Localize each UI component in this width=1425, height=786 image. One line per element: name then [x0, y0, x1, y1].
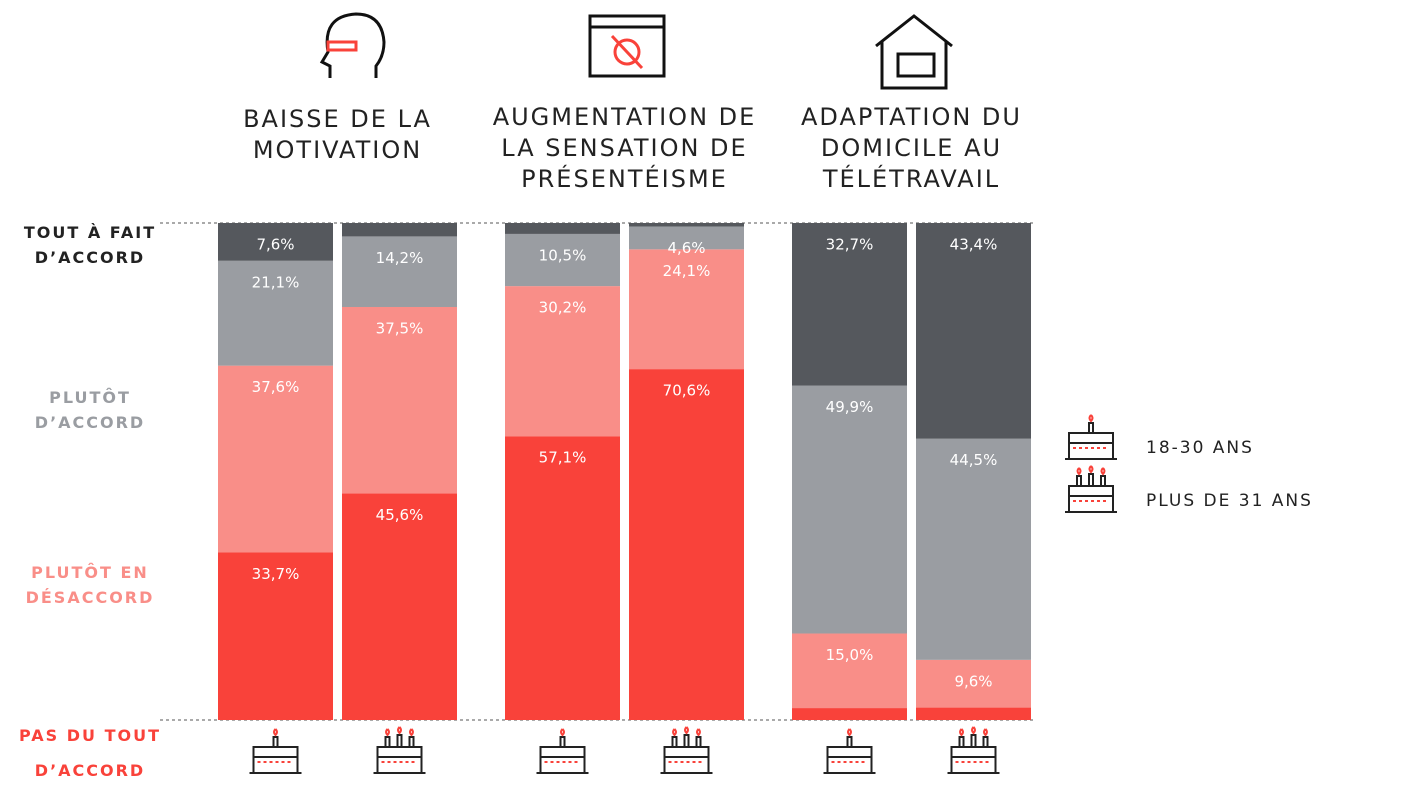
data-label: 57,1%	[539, 449, 587, 467]
group-title: TÉLÉTRAVAIL	[822, 164, 1000, 193]
bar-segment	[342, 306, 457, 494]
data-label: 70,6%	[663, 382, 711, 400]
cake-icon	[372, 726, 427, 774]
icon-head	[319, 12, 386, 78]
data-label: 45,6%	[376, 506, 424, 524]
bar-segment	[342, 236, 457, 307]
series-label: PAS DU TOUT D’ACCORD	[19, 726, 161, 780]
data-label: 15,0%	[826, 646, 874, 664]
bar-segment	[792, 223, 907, 386]
series-label: PLUTÔT EN DÉSACCORD	[25, 563, 155, 607]
legend-label: PLUS DE 31 ANS	[1146, 491, 1313, 511]
cake-icon	[659, 726, 714, 774]
bar-segment	[629, 226, 744, 250]
data-label: 43,4%	[950, 236, 998, 254]
bar-segment	[629, 223, 744, 227]
cake-icon	[822, 728, 877, 774]
icon-browser	[588, 14, 666, 78]
bar-segment	[218, 223, 333, 261]
cake-icon	[946, 726, 1001, 774]
legend-icon	[1064, 465, 1118, 513]
data-label: 10,5%	[539, 246, 587, 264]
group-title: BAISSE DE LA	[243, 105, 432, 133]
bar-segment	[505, 436, 620, 720]
data-label: 37,6%	[252, 378, 300, 396]
cake-icon	[248, 728, 303, 774]
legend-label: 18-30 ANS	[1146, 438, 1254, 458]
bar-segment	[218, 365, 333, 553]
data-label: 33,7%	[252, 565, 300, 583]
cake-icon	[535, 728, 590, 774]
series-label: PLUTÔT D’ACCORD	[34, 388, 146, 432]
data-label: 4,6%	[667, 239, 705, 257]
bar-segment	[629, 369, 744, 720]
group-title: PRÉSENTÉISME	[521, 164, 728, 193]
data-label: 37,5%	[376, 319, 424, 337]
bar-segment	[342, 493, 457, 720]
bar-segment	[505, 223, 620, 234]
group-title: AUGMENTATION DE	[493, 103, 757, 131]
bar-segment	[342, 223, 457, 237]
bar-segment	[916, 438, 1031, 660]
group-title: ADAPTATION DU	[801, 103, 1022, 131]
bar-segment	[218, 552, 333, 720]
data-label: 24,1%	[663, 262, 711, 280]
legend-icon	[1064, 414, 1118, 460]
group-title: LA SENSATION DE	[501, 134, 747, 162]
data-label: 30,2%	[539, 299, 587, 317]
bar-segment	[916, 707, 1031, 720]
data-label: 44,5%	[950, 451, 998, 469]
bar-segment	[629, 249, 744, 370]
data-label: 7,6%	[256, 236, 294, 254]
bar-segment	[505, 233, 620, 287]
group-title: DOMICILE AU	[821, 134, 1002, 162]
data-label: 14,2%	[376, 249, 424, 267]
bar-segment	[792, 633, 907, 709]
series-label: TOUT À FAIT D’ACCORD	[23, 223, 157, 267]
data-label: 21,1%	[252, 273, 300, 291]
bar-segment	[916, 223, 1031, 439]
bar-segment	[505, 286, 620, 437]
data-label: 49,9%	[826, 398, 874, 416]
group-title: MOTIVATION	[253, 136, 422, 164]
data-label: 32,7%	[826, 236, 874, 254]
bar-segment	[218, 260, 333, 366]
bar-segment	[792, 385, 907, 634]
data-label: 9,6%	[954, 672, 992, 690]
bar-segment	[792, 708, 907, 720]
icon-house	[875, 14, 953, 90]
bar-segment	[916, 659, 1031, 708]
